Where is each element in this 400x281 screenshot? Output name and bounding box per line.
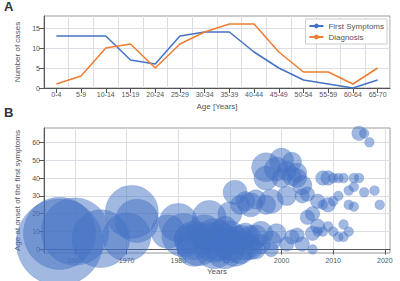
svg-text:A: A	[4, 0, 14, 14]
svg-text:65-70: 65-70	[369, 91, 387, 98]
svg-text:25-29: 25-29	[171, 91, 189, 98]
svg-text:15: 15	[32, 25, 40, 32]
svg-text:15-19: 15-19	[122, 91, 140, 98]
svg-text:B: B	[4, 105, 13, 120]
svg-text:60: 60	[32, 139, 40, 146]
svg-text:20-24: 20-24	[146, 91, 164, 98]
svg-text:1980: 1980	[170, 257, 187, 264]
svg-text:5-9: 5-9	[76, 91, 86, 98]
svg-text:Years: Years	[206, 266, 228, 276]
svg-text:60-64: 60-64	[344, 91, 362, 98]
svg-text:First Symptoms: First Symptoms	[328, 22, 384, 31]
svg-text:40: 40	[32, 175, 40, 182]
svg-text:10-14: 10-14	[97, 91, 115, 98]
svg-text:2020: 2020	[377, 257, 393, 264]
svg-text:Age [Years]: Age [Years]	[196, 102, 237, 111]
svg-text:0: 0	[36, 85, 40, 92]
svg-text:50-54: 50-54	[295, 91, 313, 98]
svg-text:50: 50	[32, 157, 40, 164]
svg-text:Age at onset of the first symp: Age at onset of the first symptoms	[12, 130, 22, 251]
svg-text:45-49: 45-49	[270, 91, 288, 98]
svg-text:35-39: 35-39	[220, 91, 238, 98]
svg-text:2010: 2010	[325, 257, 341, 264]
svg-text:55-59: 55-59	[319, 91, 337, 98]
svg-text:Number of cases: Number of cases	[13, 22, 22, 82]
svg-text:30: 30	[32, 192, 40, 199]
svg-text:0-4: 0-4	[51, 91, 61, 98]
svg-text:10: 10	[32, 45, 40, 52]
svg-text:5: 5	[36, 65, 40, 72]
svg-text:Diagnosis: Diagnosis	[328, 33, 363, 42]
svg-text:40-44: 40-44	[245, 91, 263, 98]
svg-text:2000: 2000	[274, 257, 290, 264]
svg-text:30-34: 30-34	[196, 91, 214, 98]
